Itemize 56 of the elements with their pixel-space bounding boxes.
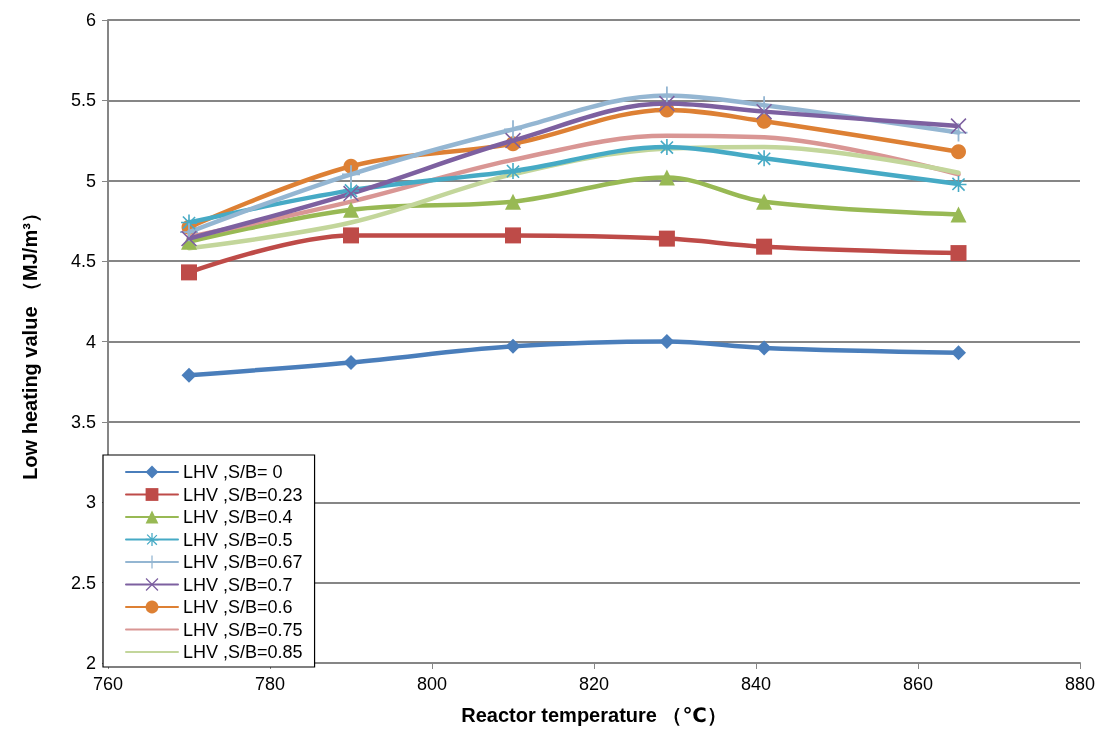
point [756, 238, 773, 255]
point [951, 144, 966, 160]
legend-label: LHV ,S/B=0.6 [183, 597, 293, 617]
point [181, 367, 197, 383]
point [505, 227, 521, 244]
legend-label: LHV ,S/B=0.85 [183, 642, 303, 662]
point [181, 264, 197, 281]
y-tick-label: 6 [85, 10, 96, 30]
point [756, 340, 772, 356]
point [343, 201, 359, 218]
y-tick-label: 2 [85, 653, 96, 673]
point [658, 169, 675, 186]
point [756, 150, 773, 167]
point [505, 193, 521, 210]
y-tick-label: 5.5 [70, 90, 96, 111]
point [756, 113, 772, 129]
point [950, 175, 967, 192]
point [658, 230, 675, 247]
legend-label: LHV ,S/B= 0 [183, 462, 283, 482]
x-tick-label: 840 [740, 674, 772, 694]
x-tick-label: 800 [416, 674, 448, 694]
x-tick-label: 820 [578, 674, 610, 694]
y-tick-label: 4 [85, 331, 96, 352]
x-axis-title: Reactor temperature （℃） [461, 704, 727, 726]
y-tick-label: 5 [85, 170, 96, 191]
legend-label: LHV ,S/B=0.67 [183, 552, 303, 572]
x-tick-label: 780 [254, 674, 286, 694]
point [950, 245, 967, 262]
point [342, 165, 360, 184]
x-tick-label: 880 [1064, 674, 1096, 694]
x-tick-label: 760 [92, 674, 124, 694]
y-tick-label: 2.5 [70, 572, 96, 593]
point [343, 227, 359, 244]
y-tick-label: 3 [85, 492, 96, 513]
point [756, 103, 773, 120]
point [505, 163, 521, 180]
point [658, 95, 675, 112]
legend-label: LHV ,S/B=0.75 [183, 619, 303, 640]
y-axis-title: Low heating value （MJ/m³） [19, 203, 41, 480]
legend-label: LHV ,S/B=0.4 [183, 507, 293, 527]
point [505, 338, 521, 354]
y-tick-label: 3.5 [70, 411, 96, 432]
point [950, 118, 967, 135]
point [505, 132, 521, 149]
x-tick-label: 860 [902, 674, 934, 694]
point [950, 206, 967, 223]
point [659, 334, 675, 349]
legend-label: LHV ,S/B=0.5 [183, 529, 293, 550]
point [658, 138, 675, 155]
point [951, 345, 966, 361]
legend-label: LHV ,S/B=0.23 [183, 484, 303, 505]
legend-label: LHV ,S/B=0.7 [183, 574, 293, 595]
point [756, 193, 773, 210]
point [343, 354, 359, 370]
point [504, 120, 522, 139]
y-tick-label: 4.5 [70, 251, 96, 272]
